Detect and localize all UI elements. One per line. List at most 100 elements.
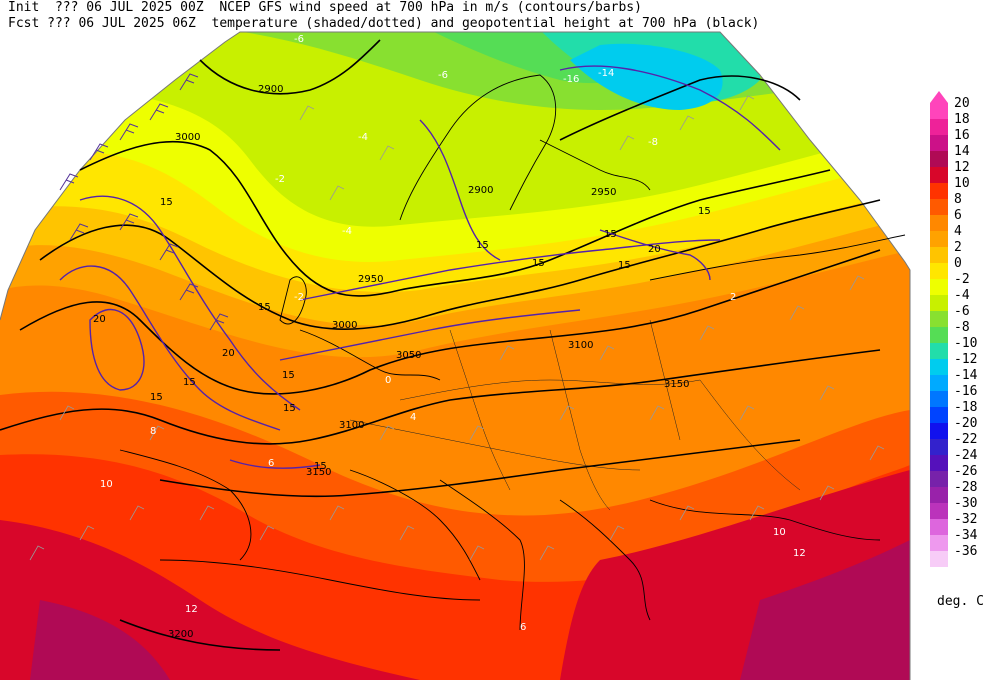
legend-entry: -14 bbox=[930, 368, 1000, 391]
legend-label: -16 bbox=[954, 384, 978, 399]
legend-swatch bbox=[930, 279, 948, 295]
legend-entry: -28 bbox=[930, 480, 1000, 503]
wind-speed-label: 15 bbox=[283, 403, 296, 414]
legend-label: -30 bbox=[954, 496, 978, 511]
legend-swatch bbox=[930, 375, 948, 391]
geopotential-label: 2950 bbox=[591, 187, 616, 198]
legend-swatch bbox=[930, 551, 948, 567]
wind-speed-label: 15 bbox=[698, 206, 711, 217]
geopotential-label: 3000 bbox=[175, 132, 200, 143]
temperature-label: 12 bbox=[185, 604, 198, 615]
wind-speed-label: 20 bbox=[648, 244, 661, 255]
legend-entry: -4 bbox=[930, 288, 1000, 311]
legend-label: 14 bbox=[954, 144, 970, 159]
legend-swatch bbox=[930, 311, 948, 327]
wind-barbs bbox=[29, 95, 885, 561]
legend-swatch bbox=[930, 487, 948, 503]
map-frame bbox=[0, 31, 911, 680]
legend-swatch bbox=[930, 135, 948, 151]
legend-entry: -26 bbox=[930, 464, 1000, 487]
legend-entry: -16 bbox=[930, 384, 1000, 407]
header-init-line: Init ??? 06 JUL 2025 00Z NCEP GFS wind s… bbox=[8, 0, 642, 15]
legend-entry: -22 bbox=[930, 432, 1000, 455]
legend-label: -2 bbox=[954, 272, 970, 287]
legend-swatch bbox=[930, 343, 948, 359]
legend-swatch bbox=[930, 215, 948, 231]
legend-swatch bbox=[930, 151, 948, 167]
temperature-label: -4 bbox=[342, 226, 352, 237]
legend-label: 6 bbox=[954, 208, 962, 223]
legend-entry: 4 bbox=[930, 224, 1000, 247]
legend-swatch bbox=[930, 247, 948, 263]
legend-arrow-icon bbox=[930, 91, 948, 103]
legend-entry: -20 bbox=[930, 416, 1000, 439]
legend-swatch bbox=[930, 407, 948, 423]
legend-swatch bbox=[930, 263, 948, 279]
legend-label: 2 bbox=[954, 240, 962, 255]
geopotential-contours bbox=[0, 39, 881, 651]
legend-label: -10 bbox=[954, 336, 978, 351]
wind-speed-label: 15 bbox=[282, 370, 295, 381]
legend-swatch bbox=[930, 503, 948, 519]
geopotential-label: 3050 bbox=[396, 350, 421, 361]
geopotential-label: 3100 bbox=[568, 340, 593, 351]
legend-label: -18 bbox=[954, 400, 978, 415]
legend-label: -36 bbox=[954, 544, 978, 559]
legend-entry: -10 bbox=[930, 336, 1000, 359]
legend-label: 0 bbox=[954, 256, 962, 271]
legend-entry: -34 bbox=[930, 528, 1000, 551]
legend-entry: -36 bbox=[930, 544, 1000, 567]
legend-label: -34 bbox=[954, 528, 978, 543]
legend-entry: -6 bbox=[930, 304, 1000, 327]
legend-entry: 18 bbox=[930, 112, 1000, 135]
legend-swatch bbox=[930, 359, 948, 375]
wind-speed-label: 15 bbox=[618, 260, 631, 271]
legend-label: -22 bbox=[954, 432, 978, 447]
legend-entry: -24 bbox=[930, 448, 1000, 471]
legend-entry: 14 bbox=[930, 144, 1000, 167]
legend-label: -6 bbox=[954, 304, 970, 319]
legend-label: -8 bbox=[954, 320, 970, 335]
legend-entry: -12 bbox=[930, 352, 1000, 375]
geopotential-label: 2950 bbox=[358, 274, 383, 285]
wind-speed-label: 15 bbox=[258, 302, 271, 313]
legend-entry: -32 bbox=[930, 512, 1000, 535]
legend-entry: 12 bbox=[930, 160, 1000, 183]
legend-label: -26 bbox=[954, 464, 978, 479]
legend-swatch bbox=[930, 199, 948, 215]
legend-label: -28 bbox=[954, 480, 978, 495]
legend-units: deg. C bbox=[937, 594, 984, 609]
geopotential-label: 3150 bbox=[664, 379, 689, 390]
wind-speed-label: 15 bbox=[314, 461, 327, 472]
legend-entry: 6 bbox=[930, 208, 1000, 231]
legend-label: 8 bbox=[954, 192, 962, 207]
geopotential-label: 3200 bbox=[168, 629, 193, 640]
legend-label: 12 bbox=[954, 160, 970, 175]
legend-label: 16 bbox=[954, 128, 970, 143]
legend-label: 4 bbox=[954, 224, 962, 239]
wind-speed-labels: 15 20 15 15 15 20 15 15 15 15 15 20 15 1… bbox=[93, 197, 711, 472]
legend-swatch bbox=[930, 535, 948, 551]
legend-label: -4 bbox=[954, 288, 970, 303]
temperature-labels: -6 -6 -4 -2 -4 -8 -16 -14 -2 0 2 4 6 8 1… bbox=[100, 34, 806, 633]
legend-entry: -30 bbox=[930, 496, 1000, 519]
legend-swatch bbox=[930, 231, 948, 247]
temperature-label: 8 bbox=[150, 426, 156, 437]
wind-speed-label: 20 bbox=[222, 348, 235, 359]
legend-swatch bbox=[930, 183, 948, 199]
legend-label: -20 bbox=[954, 416, 978, 431]
temperature-label: -16 bbox=[563, 74, 579, 85]
legend-swatch bbox=[930, 519, 948, 535]
geopotential-label: 2900 bbox=[468, 185, 493, 196]
temperature-label: 10 bbox=[100, 479, 113, 490]
geopotential-label: 2900 bbox=[258, 84, 283, 95]
legend-swatch bbox=[930, 471, 948, 487]
geopotential-label: 3150 bbox=[306, 467, 331, 478]
wind-speed-label: 15 bbox=[160, 197, 173, 208]
wind-speed-label: 15 bbox=[150, 392, 163, 403]
legend-label: -14 bbox=[954, 368, 978, 383]
temperature-label: 4 bbox=[410, 412, 416, 423]
legend-entry: 0 bbox=[930, 256, 1000, 279]
geopotential-label: 3000 bbox=[332, 320, 357, 331]
